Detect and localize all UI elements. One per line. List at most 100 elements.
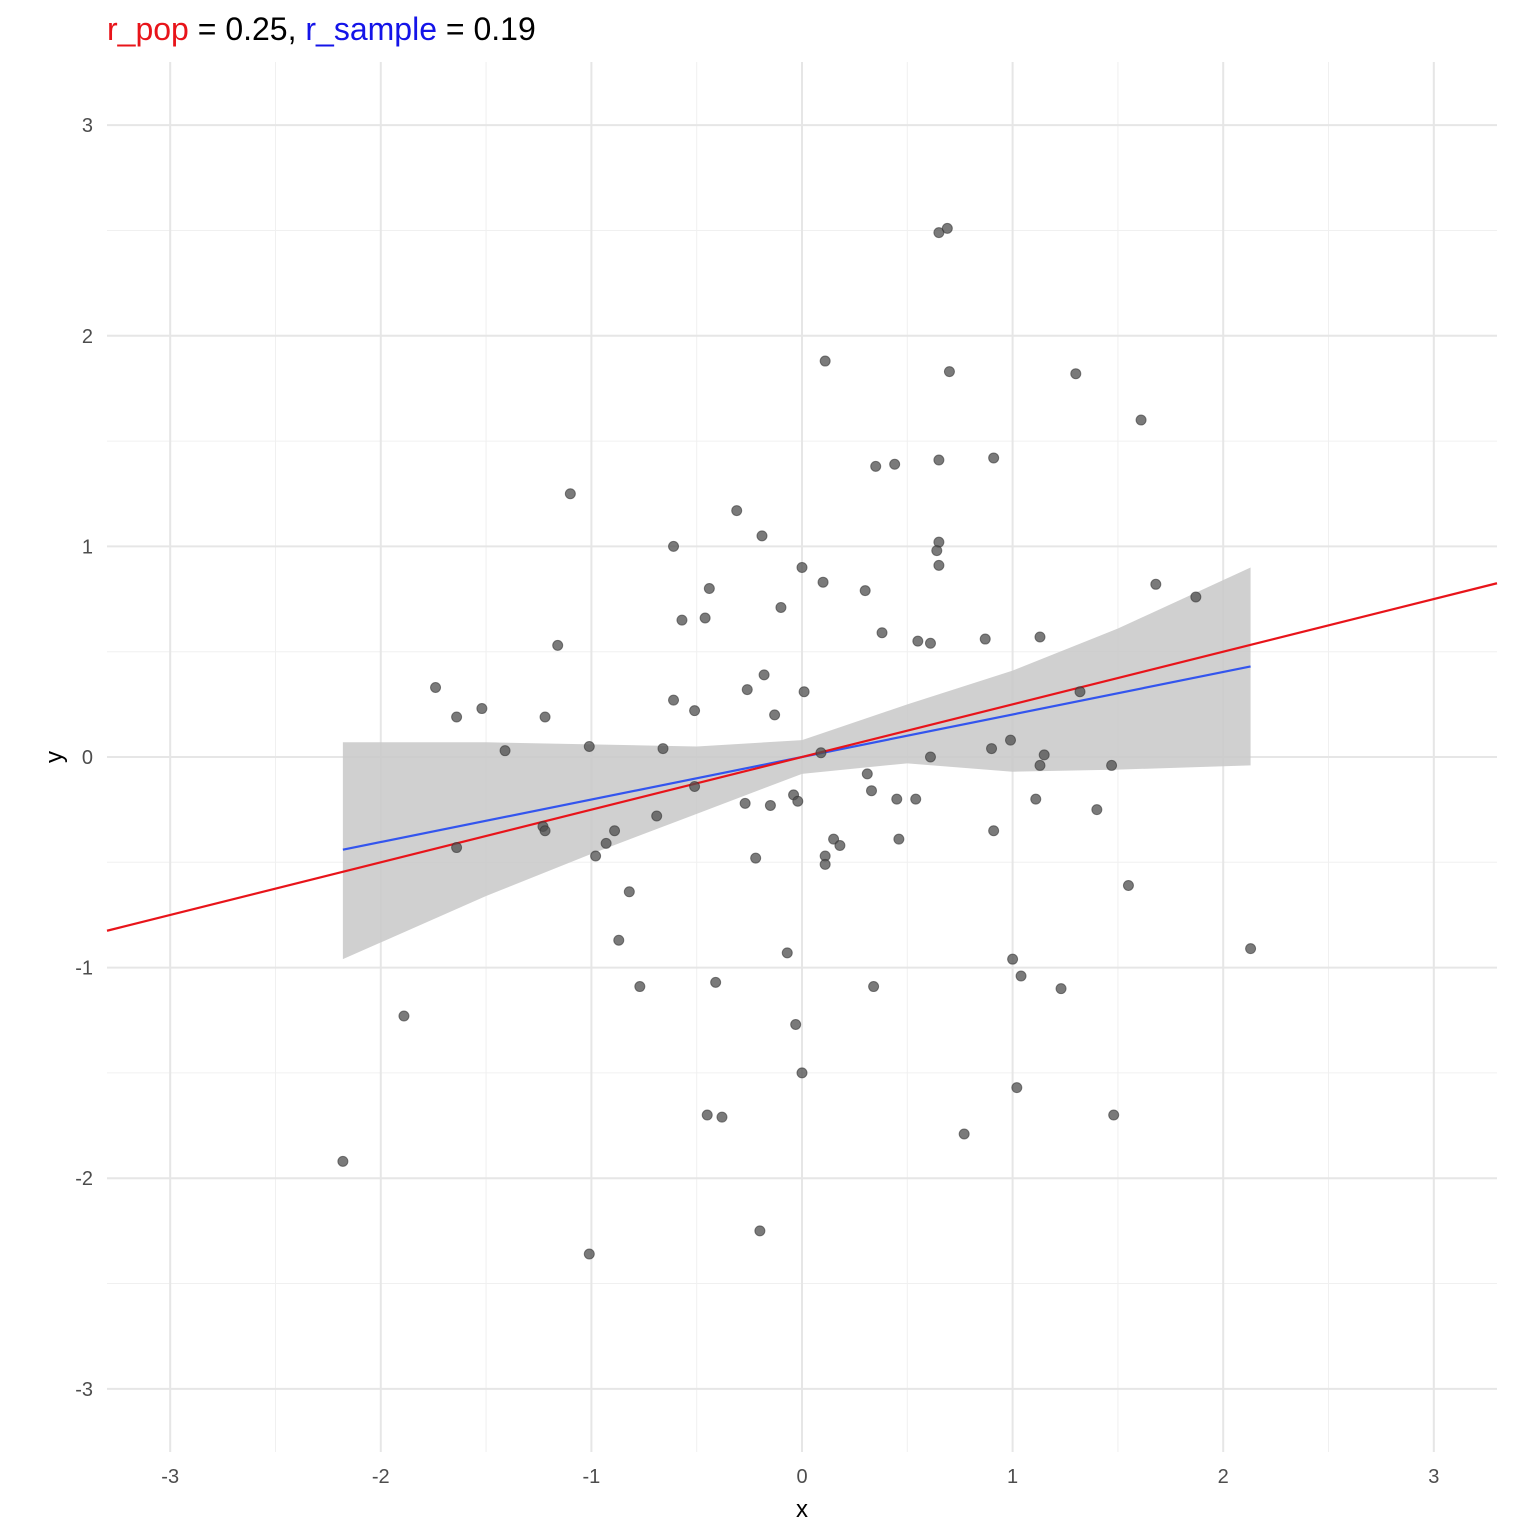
data-point [430,682,442,693]
data-point [933,559,945,571]
data-point [634,981,646,993]
data-point [988,825,1000,837]
data-point [1091,804,1103,816]
data-point [1108,1109,1120,1121]
chart-title-part: r_pop [107,11,189,47]
x-axis-title: x [796,1496,808,1523]
y-tick-label: -3 [75,1379,93,1401]
data-point [866,785,877,797]
data-point [868,981,880,993]
data-point [988,452,1000,464]
data-point [337,1155,349,1167]
data-point [979,633,991,645]
data-point [539,825,551,837]
data-point [1011,1082,1023,1094]
data-point [754,1225,766,1237]
data-point [790,1018,802,1030]
data-point [613,934,625,946]
data-point [796,1067,808,1079]
data-point [1135,414,1147,426]
data-point [769,709,781,721]
data-point [819,858,831,870]
x-tick-label: -2 [372,1466,390,1488]
x-axis-tick-labels: -3 -2 -1 0 1 2 3 [161,1466,1439,1488]
confidence-band-group [342,567,1251,960]
data-point [668,694,680,706]
data-point [716,1111,728,1123]
data-point [819,355,831,367]
data-point [924,751,936,763]
data-point [623,886,635,898]
y-tick-label: 1 [82,536,93,558]
data-point [764,799,776,811]
data-point [590,850,602,862]
x-tick-label: 1 [1007,1466,1018,1488]
data-point [817,576,829,588]
data-point [476,703,488,715]
data-point [933,454,945,466]
data-point [676,614,688,626]
data-point [750,852,762,864]
data-point [651,810,663,822]
x-tick-label: 2 [1218,1466,1229,1488]
data-point [1106,759,1118,771]
data-point [1122,879,1134,891]
y-axis-title: y [41,751,68,763]
chart-title-part: r_sample [305,11,437,47]
data-point [775,601,787,613]
data-point [583,740,595,752]
data-point [891,793,903,805]
data-point [870,460,882,472]
data-point [600,837,612,849]
data-point [710,976,722,988]
data-point [583,1248,595,1260]
data-point [1007,953,1019,965]
data-point [834,839,846,851]
data-point [699,612,711,624]
data-point [741,684,753,696]
data-point [1070,368,1082,380]
chart-title-part: = 0.25, [189,11,306,47]
y-tick-label: -2 [75,1168,93,1190]
data-point [859,585,871,597]
data-point [689,705,701,717]
data-point [815,747,827,759]
data-point [739,797,751,809]
data-point [1150,578,1162,590]
data-point [889,458,901,470]
data-point [539,711,551,723]
data-point [1038,749,1050,761]
data-point [499,745,511,757]
data-point [893,833,905,845]
y-axis-tick-labels: -3 -2 -1 0 1 2 3 [75,115,93,1401]
chart-title-text: r_pop = 0.25, r_sample = 0.19 [107,11,536,47]
y-tick-label: -1 [75,958,93,980]
data-point [781,947,793,959]
data-point [1005,734,1016,746]
data-point [398,1010,410,1022]
y-tick-label: 2 [82,326,93,348]
data-point [451,711,463,723]
chart-title: r_pop = 0.25, r_sample = 0.19 [107,11,536,47]
data-point [798,686,810,698]
data-point [941,222,953,234]
data-point [1034,631,1046,643]
data-point [796,561,808,573]
data-point [876,627,888,639]
data-point [758,669,770,681]
data-point [756,530,768,542]
data-point [609,825,621,837]
population-line [106,582,1498,932]
data-point [792,795,804,807]
data-point [861,768,873,780]
data-point [1074,686,1086,698]
data-point [1190,591,1202,603]
data-point [910,793,922,805]
x-tick-label: 3 [1428,1466,1439,1488]
data-point [552,639,564,651]
data-point [731,505,743,517]
x-tick-label: -1 [582,1466,600,1488]
data-point [912,635,924,647]
regression-lines [106,582,1498,932]
